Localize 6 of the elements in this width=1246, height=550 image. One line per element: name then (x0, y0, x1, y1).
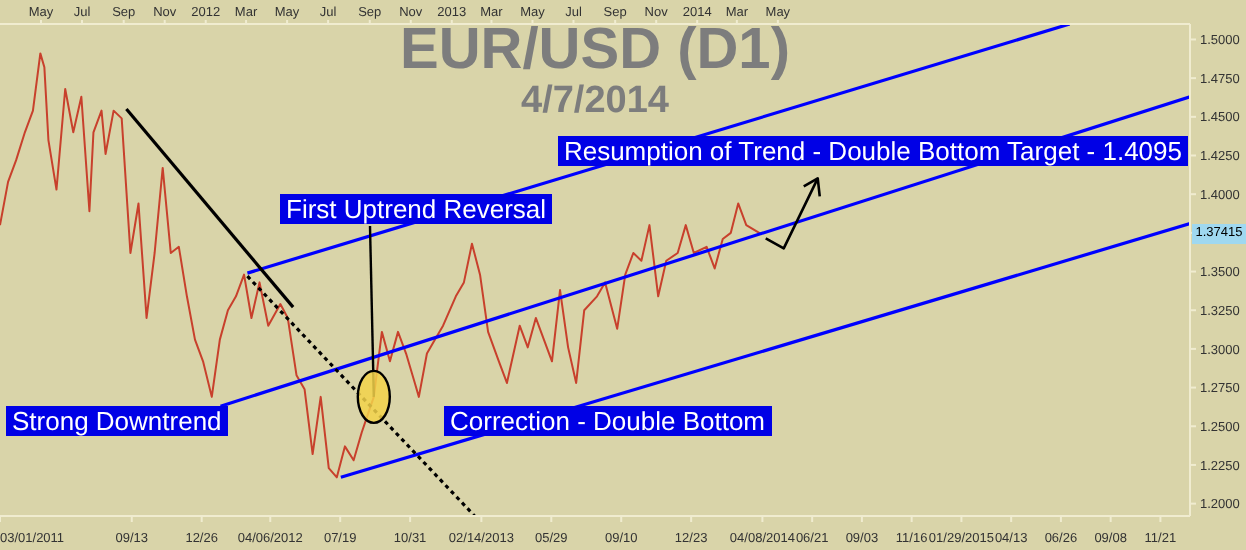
annotation: Resumption of Trend - Double Bottom Target - 1.4095 (557, 136, 1188, 166)
annotation: Strong Downtrend (6, 406, 228, 436)
text: 4/7/2014 (519, 80, 671, 124)
chart-title: EUR/USD (D1) (398, 18, 792, 82)
annotation: First Uptrend Reversal (280, 194, 553, 224)
annotation: Correction - Double Bottom (444, 406, 772, 436)
